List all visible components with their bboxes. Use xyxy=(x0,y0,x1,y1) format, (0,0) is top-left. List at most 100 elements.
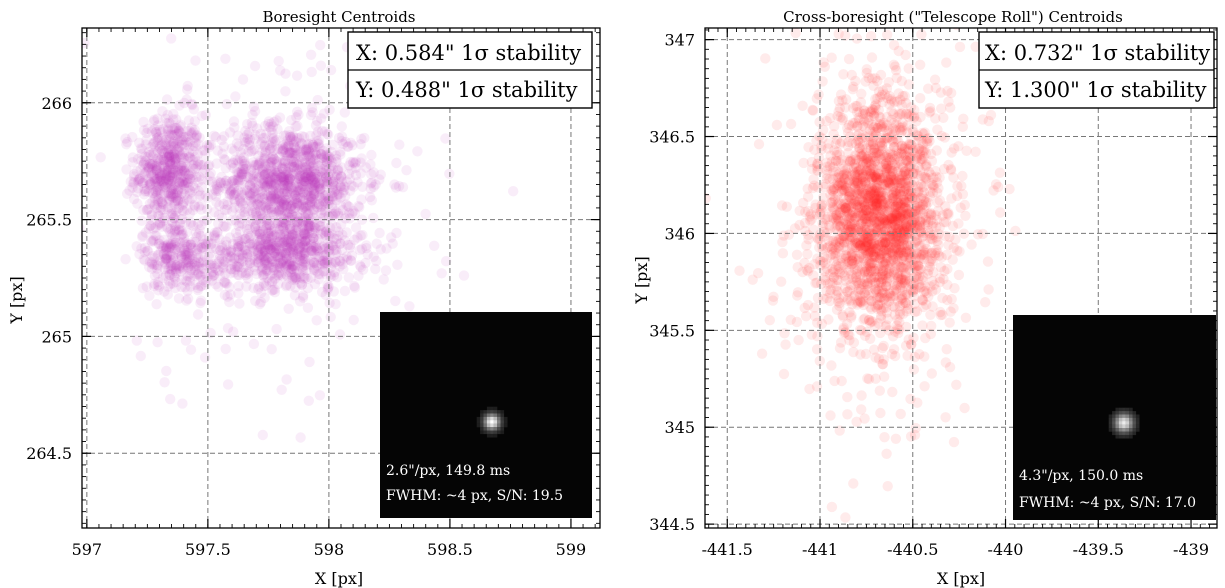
data-point xyxy=(136,155,147,166)
data-point xyxy=(156,145,167,156)
data-point xyxy=(182,241,193,253)
data-point xyxy=(316,159,327,170)
data-point xyxy=(247,120,258,131)
data-point xyxy=(121,164,132,175)
data-point xyxy=(194,190,205,202)
data-point xyxy=(176,229,188,240)
data-point xyxy=(343,201,355,212)
cross-boresight-panel: -441.5 -441 -440.5 -440 -439.5 -439 344.5 345 34… xyxy=(612,0,1225,588)
data-point xyxy=(167,188,179,199)
data-point xyxy=(230,174,241,186)
psf-pixel xyxy=(493,410,498,414)
x-tick-label: 598 xyxy=(314,540,345,559)
data-point xyxy=(168,148,180,160)
data-point xyxy=(304,356,315,368)
data-point xyxy=(127,157,138,168)
psf-pixel xyxy=(493,416,498,421)
data-point xyxy=(175,172,187,183)
data-point xyxy=(945,102,956,113)
data-point xyxy=(135,164,146,175)
data-point xyxy=(224,189,235,200)
data-point xyxy=(193,252,204,264)
data-point xyxy=(169,148,180,160)
data-point xyxy=(249,60,261,72)
data-point xyxy=(162,123,174,135)
data-point xyxy=(312,94,323,106)
data-point xyxy=(282,234,294,245)
data-point xyxy=(182,293,194,304)
data-point xyxy=(155,189,166,200)
data-point xyxy=(160,258,171,270)
data-point xyxy=(307,204,318,215)
data-point xyxy=(277,145,288,156)
data-point xyxy=(872,75,883,87)
data-point xyxy=(288,148,299,159)
data-point xyxy=(216,171,227,183)
data-point xyxy=(278,172,289,183)
data-point xyxy=(134,173,145,185)
data-point xyxy=(276,172,287,183)
data-point xyxy=(186,129,197,140)
data-point xyxy=(829,375,840,387)
data-point xyxy=(253,256,264,268)
data-point xyxy=(292,216,304,227)
data-point xyxy=(232,232,243,243)
data-point xyxy=(149,253,160,264)
data-point xyxy=(298,228,309,239)
data-point xyxy=(168,154,179,165)
data-point xyxy=(274,205,285,216)
data-point xyxy=(231,166,242,178)
data-point xyxy=(311,177,322,188)
data-point xyxy=(271,170,283,181)
data-point xyxy=(165,140,176,151)
data-point xyxy=(163,174,174,185)
data-point xyxy=(271,168,282,179)
data-point xyxy=(188,141,199,152)
data-point xyxy=(164,263,175,274)
data-point xyxy=(165,178,177,189)
data-point xyxy=(170,154,181,166)
data-point xyxy=(344,208,355,219)
data-point xyxy=(151,179,162,190)
data-point xyxy=(190,55,201,66)
data-point xyxy=(286,235,297,246)
data-point xyxy=(316,204,328,215)
data-point xyxy=(185,265,197,276)
data-point xyxy=(267,152,279,163)
data-point xyxy=(292,182,304,193)
data-point xyxy=(278,180,290,191)
data-point xyxy=(245,190,256,201)
data-point xyxy=(271,170,283,181)
data-point xyxy=(253,181,264,192)
data-point xyxy=(266,142,277,153)
data-point xyxy=(280,227,292,238)
data-point xyxy=(162,289,173,300)
data-point xyxy=(164,139,175,151)
psf-pixel xyxy=(493,406,498,411)
data-point xyxy=(153,155,164,167)
data-point xyxy=(237,161,249,172)
data-point xyxy=(156,171,167,182)
data-point xyxy=(365,178,377,189)
data-point xyxy=(307,193,318,205)
data-point xyxy=(173,177,185,188)
data-point xyxy=(305,191,317,202)
data-point xyxy=(159,263,171,274)
data-point xyxy=(164,150,175,161)
data-point xyxy=(298,176,309,187)
data-point xyxy=(308,205,319,216)
data-point xyxy=(143,176,155,187)
data-point xyxy=(148,147,159,159)
data-point xyxy=(923,265,934,276)
data-point xyxy=(162,203,173,215)
data-point xyxy=(159,170,171,181)
data-point xyxy=(877,205,888,217)
data-point xyxy=(271,156,282,167)
data-point xyxy=(257,178,269,190)
data-point xyxy=(350,156,362,167)
data-point xyxy=(247,251,258,262)
data-point xyxy=(178,205,189,217)
data-point xyxy=(281,188,292,200)
data-point xyxy=(267,136,278,147)
data-point xyxy=(259,176,270,188)
